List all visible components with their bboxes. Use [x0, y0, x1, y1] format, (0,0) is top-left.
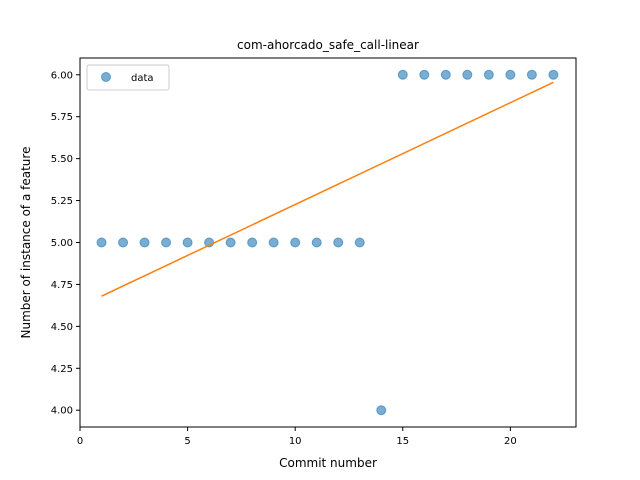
x-axis-label: Commit number: [279, 456, 377, 470]
y-tick-label: 4.50: [51, 322, 73, 333]
data-point: [483, 69, 494, 80]
data-point: [311, 237, 322, 248]
data-point: [247, 237, 258, 248]
data-point: [526, 69, 537, 80]
y-axis-label: Number of instance of a feature: [19, 147, 33, 339]
x-tick-label: 20: [504, 436, 517, 447]
y-tick-label: 4.75: [51, 280, 73, 291]
data-point: [376, 405, 387, 416]
data-point: [333, 237, 344, 248]
x-tick-label: 5: [184, 436, 190, 447]
data-point: [290, 237, 301, 248]
data-point: [462, 69, 473, 80]
x-tick-label: 10: [289, 436, 302, 447]
data-point: [505, 69, 516, 80]
plot-frame: [79, 57, 577, 428]
plot-area: [80, 58, 576, 427]
y-tick-label: 5.25: [51, 196, 73, 207]
y-tick-label: 4.00: [51, 406, 73, 417]
data-point: [182, 237, 193, 248]
chart-title: com-ahorcado_safe_call-linear: [237, 38, 419, 52]
marks-layer: [96, 69, 559, 416]
data-point: [161, 237, 172, 248]
x-tick-label: 15: [396, 436, 409, 447]
data-point: [397, 69, 408, 80]
x-tick-label: 0: [77, 436, 83, 447]
data-point: [96, 237, 107, 248]
data-point: [139, 237, 150, 248]
data-point: [225, 237, 236, 248]
y-tick-label: 4.25: [51, 364, 73, 375]
data-point: [440, 69, 451, 80]
legend-marker-data: [101, 72, 111, 82]
axes-layer: 0 5 10 15 20 4.00 4.25 4.50 4.75 5.00 5.25 5.50 5.75…: [51, 70, 517, 447]
y-tick-label: 5.75: [51, 112, 73, 123]
y-tick-label: 6.00: [51, 70, 73, 81]
legend-label-data: data: [131, 73, 154, 84]
data-point: [419, 69, 430, 80]
legend: data: [86, 64, 170, 91]
data-point: [268, 237, 279, 248]
data-point: [548, 69, 559, 80]
data-point: [118, 237, 129, 248]
fit-line: [101, 81, 554, 297]
y-tick-label: 5.00: [51, 238, 73, 249]
legend-box: [86, 64, 170, 91]
y-tick-label: 5.50: [51, 154, 73, 165]
data-point: [354, 237, 365, 248]
